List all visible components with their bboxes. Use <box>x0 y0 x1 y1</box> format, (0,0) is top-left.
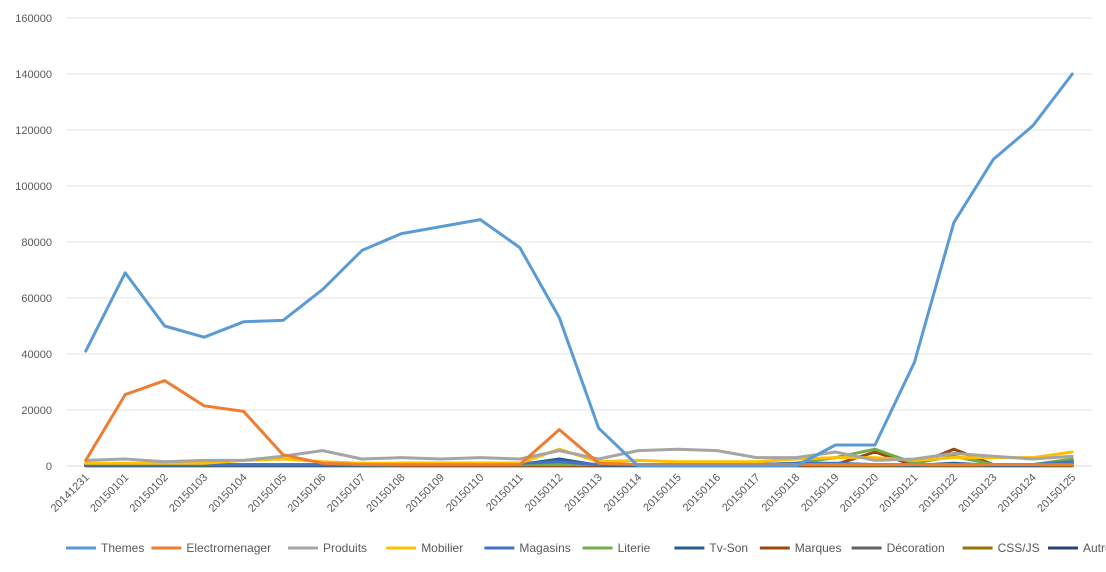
x-tick-label: 20150113 <box>562 472 605 515</box>
legend-label: Tv-Son <box>709 541 748 555</box>
y-axis: 0 20000 40000 60000 80000 100000 120000 140000 1… <box>15 13 52 473</box>
x-tick-label: 20141231 <box>49 472 92 515</box>
x-tick-label: 20150110 <box>444 472 487 515</box>
y-tick-label: 140000 <box>15 69 52 81</box>
x-axis: 2014123120150101201501022015010320150104… <box>49 472 1079 515</box>
legend-label: Mobilier <box>421 541 463 555</box>
legend-label: Décoration <box>887 541 945 555</box>
series-lines <box>84 72 1074 468</box>
legend-label: Marques <box>795 541 842 555</box>
y-tick-label: 100000 <box>15 181 52 193</box>
x-tick-label: 20150117 <box>720 472 763 515</box>
series-line-electromenager <box>84 379 1074 467</box>
x-tick-label: 20150119 <box>799 472 842 515</box>
x-tick-label: 20150112 <box>523 472 566 515</box>
x-tick-label: 20150125 <box>1035 472 1078 515</box>
x-tick-label: 20150109 <box>404 472 447 515</box>
legend: Themes Electromenager Produits Mobilier Maga… <box>66 541 1106 555</box>
x-tick-label: 20150121 <box>877 472 920 515</box>
series-line-produits <box>84 447 1074 464</box>
series-line-themes <box>84 72 1074 468</box>
x-tick-label: 20150105 <box>246 472 289 515</box>
x-tick-label: 20150115 <box>641 472 684 515</box>
y-tick-label: 20000 <box>21 405 52 417</box>
y-tick-label: 160000 <box>15 13 52 25</box>
gridlines <box>66 17 1092 467</box>
x-tick-label: 20150101 <box>88 472 131 515</box>
x-tick-label: 20150107 <box>325 472 368 515</box>
legend-label: Produits <box>323 541 367 555</box>
legend-label: Autres <box>1083 541 1106 555</box>
y-tick-label: 60000 <box>21 293 52 305</box>
x-tick-label: 20150106 <box>286 472 329 515</box>
x-tick-label: 20150104 <box>207 472 250 515</box>
x-tick-label: 20150124 <box>996 472 1039 515</box>
x-tick-label: 20150122 <box>917 472 960 515</box>
y-tick-label: 80000 <box>21 237 52 249</box>
legend-label: Literie <box>618 541 651 555</box>
x-tick-label: 20150116 <box>681 472 724 515</box>
x-tick-label: 20150114 <box>602 472 645 515</box>
x-tick-label: 20150118 <box>760 472 803 515</box>
y-tick-label: 40000 <box>21 349 52 361</box>
legend-label: Themes <box>101 541 144 555</box>
x-tick-label: 20150108 <box>364 472 407 515</box>
x-tick-label: 20150103 <box>167 472 210 515</box>
y-tick-label: 0 <box>46 461 52 473</box>
x-tick-label: 20150111 <box>484 472 526 514</box>
legend-label: CSS/JS <box>998 541 1040 555</box>
legend-label: Magasins <box>519 541 570 555</box>
legend-label: Electromenager <box>186 541 271 555</box>
y-tick-label: 120000 <box>15 125 52 137</box>
x-tick-label: 20150123 <box>956 472 999 515</box>
x-tick-label: 20150102 <box>128 472 171 515</box>
x-tick-label: 20150120 <box>838 472 881 515</box>
